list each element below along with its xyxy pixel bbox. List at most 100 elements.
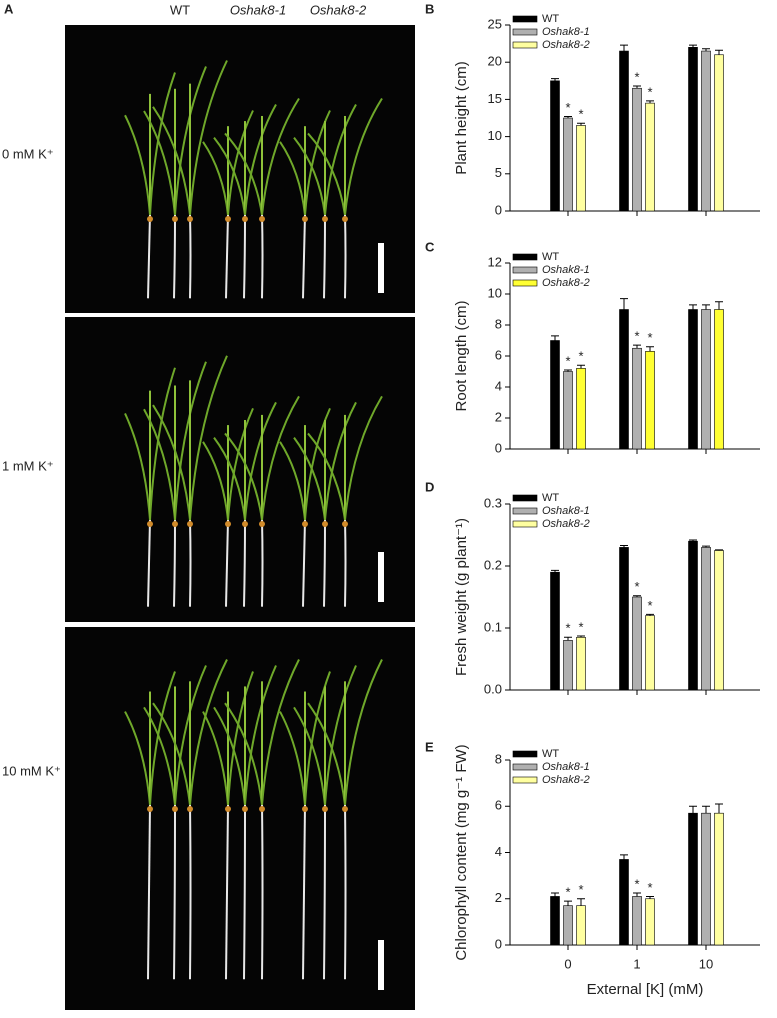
error-bar [702,48,710,52]
bar [619,309,629,450]
y-tick-label: 8 [495,751,502,766]
error-bar [620,298,628,310]
y-tick-label: 4 [495,844,502,859]
leaf [149,72,176,216]
bar [714,309,724,450]
bar [688,540,698,691]
bar [714,550,724,691]
legend-swatch [512,253,538,261]
significance: * [634,876,639,891]
seed [259,216,265,222]
legend-label: WT [542,251,559,263]
legend-label: WT [542,492,559,504]
seed [225,521,231,527]
leaf [149,671,176,806]
legend-label: WT [542,748,559,760]
root [243,519,246,607]
y-axis-label: Root length (cm) [453,301,470,412]
significance: * [565,353,570,368]
bar [563,905,573,946]
legend-swatch [512,41,538,49]
legend-label: WT [542,13,559,25]
error-bar [633,595,641,597]
seed [342,216,348,222]
leaf [261,395,300,521]
error-bar [564,900,572,906]
leaf [143,408,176,521]
bar [701,50,711,212]
error-bar [633,85,641,89]
y-axis-label: Plant height (cm) [453,61,470,174]
leaf [174,665,207,806]
leaf [189,659,228,806]
legend-label: Oshak8-2 [542,774,590,786]
scale-bar [378,940,384,990]
root [323,214,326,299]
seed [187,806,193,812]
seed [302,521,308,527]
panel-letter: C [425,239,435,254]
leaf [244,104,277,216]
column-label: Oshak8-1 [230,2,286,17]
significance: * [578,619,583,634]
leaf [279,441,306,521]
legend-label: Oshak8-2 [542,518,590,530]
bar [632,596,642,691]
bar [550,896,560,946]
leaf [224,432,263,521]
root [189,214,192,299]
error-bar [646,100,654,104]
seed [172,216,178,222]
error-bar [689,805,697,814]
leaf [149,367,176,521]
significance: * [565,100,570,115]
leaf [152,702,191,806]
seed [187,216,193,222]
error-bar [715,301,723,310]
leaf [174,66,207,216]
y-tick-label: 25 [488,16,502,31]
row-label: 10 mM K⁺ [2,763,61,778]
error-bar [715,49,723,55]
bar [688,47,698,212]
scale-bar [378,552,384,602]
root [344,519,347,607]
y-tick-label: 0.3 [484,495,502,510]
legend-swatch [512,266,538,274]
bar [645,615,655,691]
y-tick-label: 20 [488,54,502,69]
bar [701,309,711,450]
significance: * [634,69,639,84]
root [173,519,176,607]
leaf [304,110,331,216]
root [261,804,264,980]
bar [550,80,560,212]
significance: * [647,330,652,345]
root [302,519,306,607]
error-bar [689,539,697,542]
leaf [152,106,191,216]
error-bar [689,44,697,48]
error-bar [577,364,585,369]
significance: * [578,349,583,364]
bar [714,54,724,212]
bar [645,351,655,450]
legend-label: Oshak8-1 [542,761,590,773]
row-label: 0 mM K⁺ [2,146,54,161]
leaf [124,114,151,216]
legend-swatch [512,750,538,758]
y-tick-label: 10 [488,128,502,143]
bar [688,309,698,450]
legend-swatch [512,520,538,528]
y-tick-label: 0 [495,202,502,217]
leaf [227,407,254,521]
legend-label: Oshak8-1 [542,264,590,276]
leaf [213,437,246,521]
error-bar [702,805,710,814]
seed [147,806,153,812]
bar [576,905,586,946]
bar [632,347,642,450]
leaf [202,141,229,216]
